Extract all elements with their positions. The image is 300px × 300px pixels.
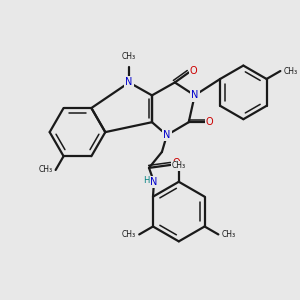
Text: N: N: [150, 177, 158, 187]
Text: N: N: [163, 130, 171, 140]
Text: CH₃: CH₃: [122, 52, 136, 61]
Text: CH₃: CH₃: [221, 230, 236, 239]
Text: O: O: [206, 117, 213, 127]
Text: H: H: [143, 176, 149, 185]
Text: CH₃: CH₃: [38, 166, 52, 175]
Text: CH₃: CH₃: [122, 230, 136, 239]
Text: O: O: [190, 65, 197, 76]
Text: CH₃: CH₃: [283, 67, 298, 76]
Text: N: N: [191, 90, 198, 100]
Text: CH₃: CH₃: [172, 161, 186, 170]
Text: N: N: [125, 77, 133, 88]
Text: O: O: [172, 158, 180, 168]
